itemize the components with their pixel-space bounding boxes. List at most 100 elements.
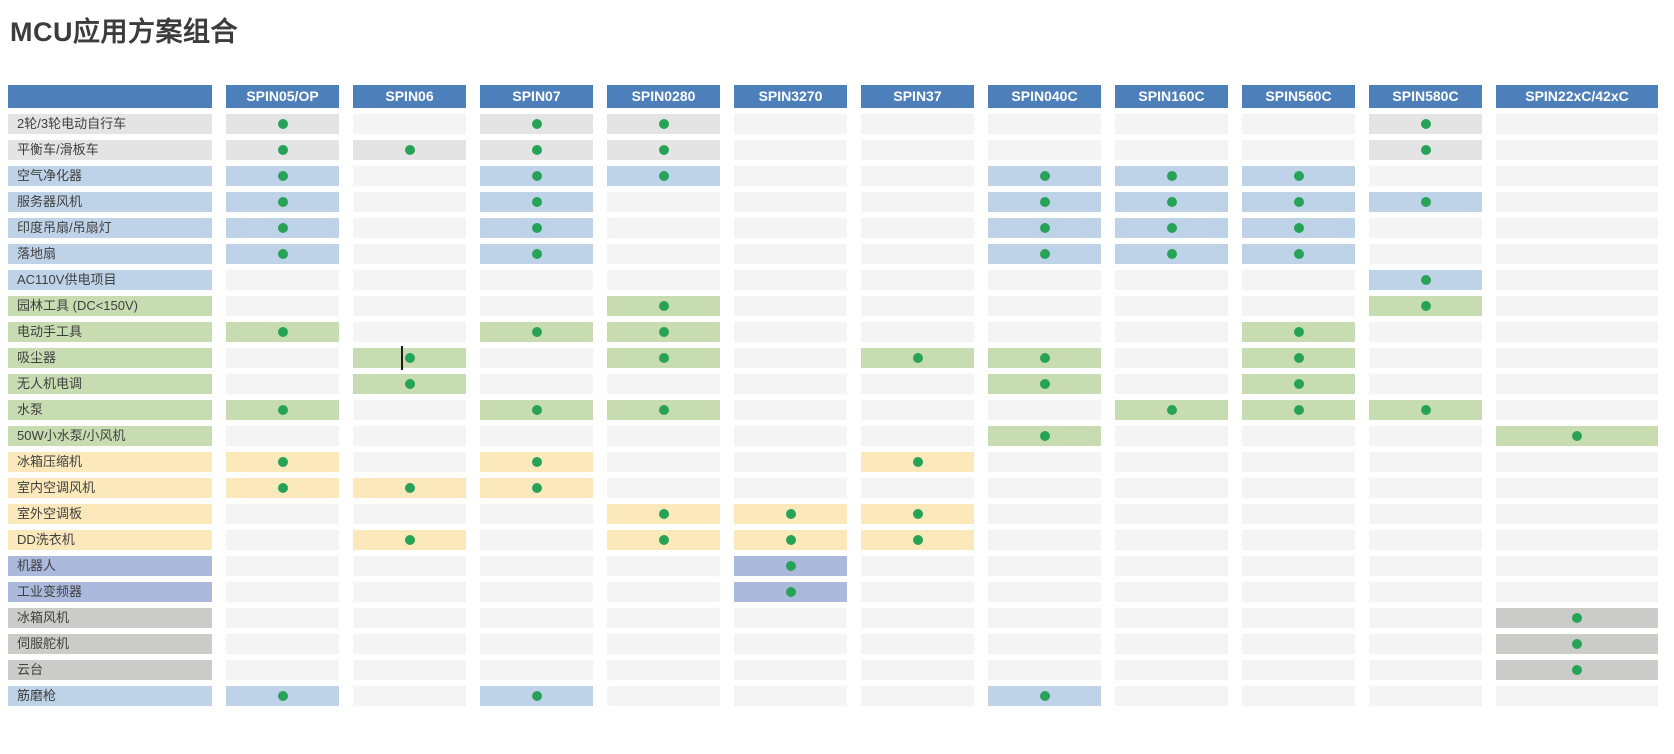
dot-icon (1166, 197, 1177, 207)
cell (1242, 452, 1355, 472)
dot-cell (226, 166, 339, 186)
dot-icon (277, 405, 288, 415)
dot-cell (226, 140, 339, 160)
cell (1242, 686, 1355, 706)
dot-cell (734, 582, 847, 602)
cell (861, 478, 974, 498)
dot-cell (480, 322, 593, 342)
cell (1496, 166, 1658, 186)
cell (988, 400, 1101, 420)
dot-icon (277, 457, 288, 467)
cell (1496, 556, 1658, 576)
cell (226, 556, 339, 576)
cell (734, 686, 847, 706)
dot-cell (1115, 244, 1228, 264)
dot-cell (353, 140, 466, 160)
dot-icon (658, 535, 669, 545)
cell (353, 296, 466, 316)
cell (1369, 218, 1482, 238)
cell (226, 660, 339, 680)
cell (607, 452, 720, 472)
cell (734, 400, 847, 420)
cell (988, 322, 1101, 342)
row-label: DD洗衣机 (8, 530, 212, 550)
dot-icon (658, 509, 669, 519)
cell (353, 504, 466, 524)
cell (607, 660, 720, 680)
cell (861, 296, 974, 316)
column-header: SPIN07 (480, 85, 593, 108)
dot-icon (785, 535, 796, 545)
row-label: 工业变频器 (8, 582, 212, 602)
dot-icon (404, 379, 415, 389)
cell (480, 348, 593, 368)
cell (988, 452, 1101, 472)
dot-cell (1242, 166, 1355, 186)
cell (734, 114, 847, 134)
cell (607, 686, 720, 706)
cell (1242, 114, 1355, 134)
mcu-application-table: SPIN05/OP SPIN06 SPIN07 SPIN0280 SPIN3270 SPI… (8, 85, 1672, 706)
cell (861, 114, 974, 134)
dot-icon (785, 561, 796, 571)
cell (988, 634, 1101, 654)
dot-cell (1242, 400, 1355, 420)
cell (226, 504, 339, 524)
dot-cell (226, 452, 339, 472)
dot-cell (1115, 400, 1228, 420)
dot-cell (607, 296, 720, 316)
dot-cell (734, 530, 847, 550)
cell (861, 244, 974, 264)
dot-icon (785, 587, 796, 597)
cell (607, 582, 720, 602)
cell (1242, 270, 1355, 290)
cell (1115, 556, 1228, 576)
row-label: 云台 (8, 660, 212, 680)
cell (607, 270, 720, 290)
dot-cell (1369, 114, 1482, 134)
dot-icon (785, 509, 796, 519)
dot-cell (1115, 192, 1228, 212)
cell (480, 530, 593, 550)
dot-cell (226, 192, 339, 212)
dot-icon (1420, 119, 1431, 129)
dot-icon (912, 353, 923, 363)
row-label: 服务器风机 (8, 192, 212, 212)
cell (480, 608, 593, 628)
dot-icon (531, 223, 542, 233)
dot-cell (607, 322, 720, 342)
cell (1369, 374, 1482, 394)
row-label: 筋磨枪 (8, 686, 212, 706)
cell (1242, 478, 1355, 498)
dot-icon (1166, 223, 1177, 233)
cell (861, 400, 974, 420)
cell (734, 374, 847, 394)
cell (607, 478, 720, 498)
cell (226, 426, 339, 446)
dot-icon (1039, 249, 1050, 259)
dot-cell (988, 426, 1101, 446)
dot-icon (531, 457, 542, 467)
dot-cell (607, 166, 720, 186)
dot-cell (1496, 608, 1658, 628)
cell (988, 530, 1101, 550)
cell (861, 556, 974, 576)
cell (353, 400, 466, 420)
cell (1369, 244, 1482, 264)
dot-icon (277, 119, 288, 129)
dot-icon (1166, 405, 1177, 415)
dot-cell (480, 166, 593, 186)
dot-icon (277, 197, 288, 207)
dot-icon (1420, 145, 1431, 155)
cell (353, 244, 466, 264)
dot-icon (531, 691, 542, 701)
cell (988, 556, 1101, 576)
page-title: MCU应用方案组合 (10, 17, 238, 47)
cell (988, 504, 1101, 524)
cell (1369, 504, 1482, 524)
dot-icon (1293, 223, 1304, 233)
cell (1115, 660, 1228, 680)
dot-icon (658, 119, 669, 129)
dot-cell (607, 400, 720, 420)
cell (861, 270, 974, 290)
